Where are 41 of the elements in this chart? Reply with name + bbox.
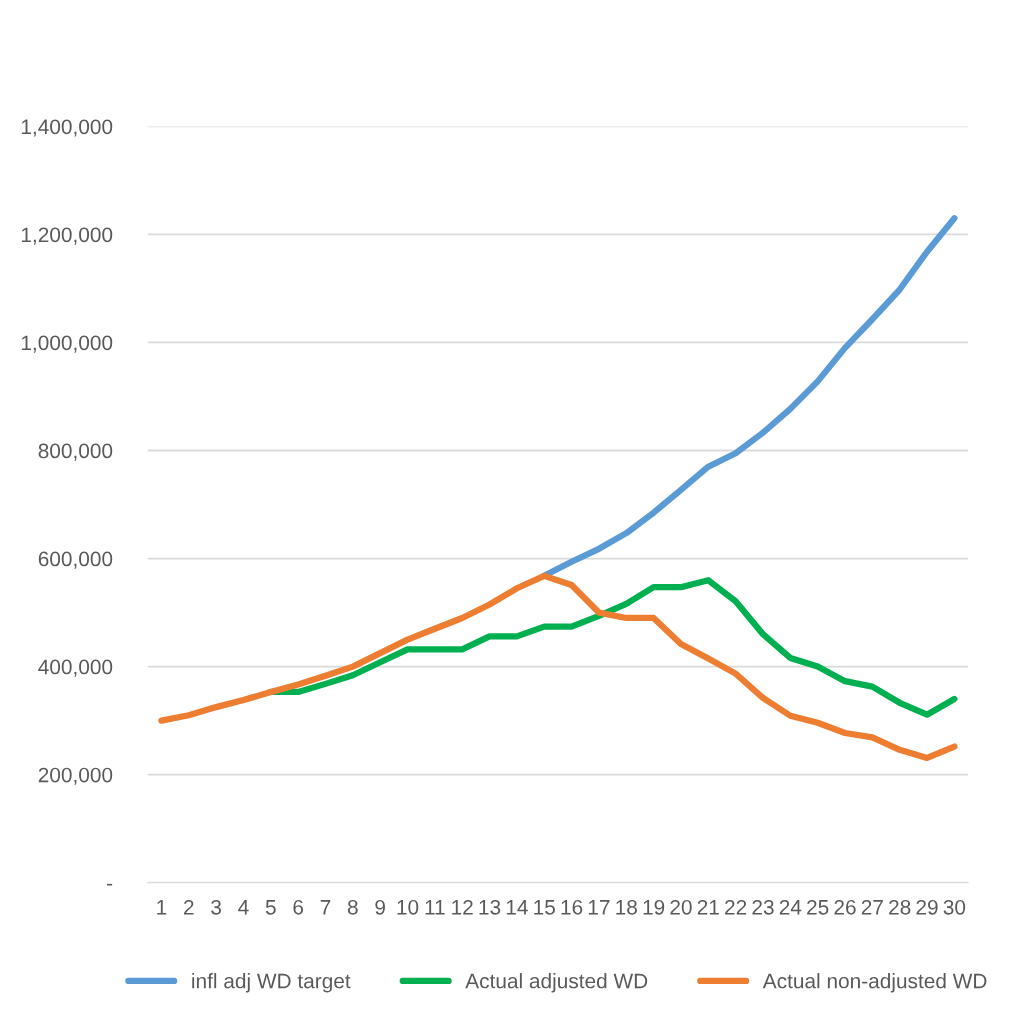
x-tick-label: 24 bbox=[779, 899, 802, 915]
x-tick-label: 25 bbox=[807, 899, 829, 915]
legend-label: Actual adjusted WD bbox=[465, 973, 648, 993]
y-tick-label: 400,000 bbox=[38, 659, 113, 677]
y-tick-label: 1,200,000 bbox=[21, 227, 113, 245]
x-tick-label: 2 bbox=[184, 899, 194, 915]
x-tick-label: 20 bbox=[670, 899, 692, 915]
x-tick-label: 17 bbox=[588, 900, 610, 915]
x-tick-label: 4 bbox=[238, 900, 249, 915]
y-tick-label: 800,000 bbox=[38, 443, 113, 461]
x-tick-label: 11 bbox=[425, 900, 445, 915]
y-tick-label: 200,000 bbox=[38, 767, 113, 785]
x-tick-label: 3 bbox=[211, 899, 221, 915]
x-tick-label: 30 bbox=[943, 899, 966, 915]
y-tick-label: - bbox=[107, 883, 113, 886]
x-tick-label: 14 bbox=[506, 900, 528, 915]
x-tick-label: 1 bbox=[157, 900, 167, 915]
x-tick-label: 22 bbox=[725, 899, 747, 915]
x-tick-label: 26 bbox=[834, 899, 856, 915]
x-tick-label: 19 bbox=[643, 899, 665, 915]
legend-label: infl adj WD target bbox=[192, 973, 351, 993]
legend-label: Actual non-adjusted WD bbox=[762, 973, 987, 993]
x-tick-label: 23 bbox=[752, 899, 774, 915]
x-tick-label: 8 bbox=[347, 899, 358, 915]
x-tick-label: 12 bbox=[452, 899, 473, 915]
x-tick-label: 27 bbox=[861, 899, 883, 915]
x-tick-label: 29 bbox=[916, 899, 938, 915]
x-tick-label: 10 bbox=[397, 899, 419, 915]
x-tick-label: 13 bbox=[479, 899, 501, 915]
x-tick-label: 18 bbox=[616, 899, 637, 915]
x-tick-label: 15 bbox=[534, 900, 555, 915]
x-tick-label: 5 bbox=[265, 900, 276, 915]
x-tick-label: 7 bbox=[320, 900, 331, 915]
y-tick-label: 1,000,000 bbox=[21, 335, 113, 353]
x-tick-label: 28 bbox=[889, 899, 911, 915]
x-tick-label: 21 bbox=[697, 899, 719, 915]
y-tick-label: 1,400,000 bbox=[21, 119, 113, 137]
x-tick-label: 6 bbox=[293, 899, 304, 915]
x-tick-label: 9 bbox=[375, 899, 385, 915]
y-tick-label: 600,000 bbox=[38, 551, 113, 569]
x-tick-label: 16 bbox=[561, 899, 583, 915]
